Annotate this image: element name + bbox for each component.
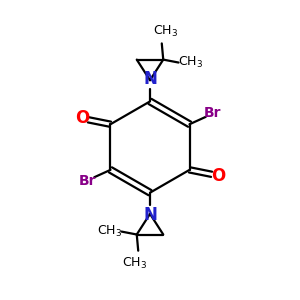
Text: CH$_3$: CH$_3$ (122, 256, 147, 271)
Text: N: N (143, 206, 157, 224)
Text: CH$_3$: CH$_3$ (97, 224, 122, 239)
Text: O: O (75, 109, 89, 127)
Text: Br: Br (79, 174, 97, 188)
Text: N: N (143, 70, 157, 88)
Text: CH$_3$: CH$_3$ (153, 24, 178, 39)
Text: Br: Br (203, 106, 221, 120)
Text: CH$_3$: CH$_3$ (178, 55, 203, 70)
Text: O: O (211, 167, 225, 185)
